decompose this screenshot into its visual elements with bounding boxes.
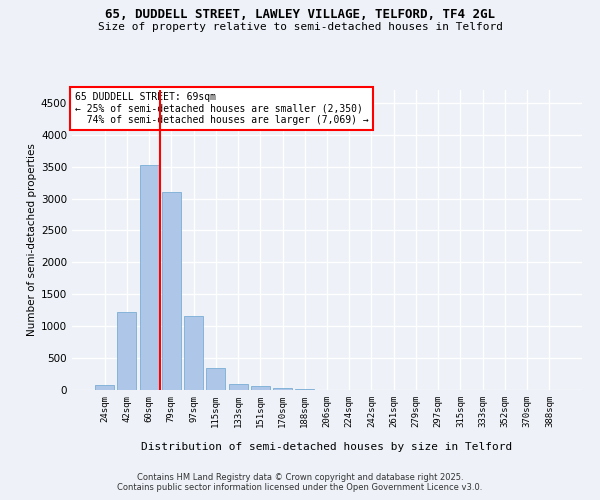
Text: 65, DUDDELL STREET, LAWLEY VILLAGE, TELFORD, TF4 2GL: 65, DUDDELL STREET, LAWLEY VILLAGE, TELF…: [105, 8, 495, 20]
Y-axis label: Number of semi-detached properties: Number of semi-detached properties: [27, 144, 37, 336]
Bar: [295, 389, 314, 390]
Bar: [251, 386, 270, 390]
Bar: [229, 384, 248, 390]
Text: Size of property relative to semi-detached houses in Telford: Size of property relative to semi-detach…: [97, 22, 503, 32]
Bar: [162, 192, 181, 390]
Bar: [273, 388, 292, 390]
Text: Contains public sector information licensed under the Open Government Licence v3: Contains public sector information licen…: [118, 482, 482, 492]
Text: Distribution of semi-detached houses by size in Telford: Distribution of semi-detached houses by …: [142, 442, 512, 452]
Bar: [206, 368, 225, 390]
Bar: [95, 385, 114, 390]
Bar: [140, 166, 158, 390]
Bar: [118, 312, 136, 390]
Text: Contains HM Land Registry data © Crown copyright and database right 2025.: Contains HM Land Registry data © Crown c…: [137, 472, 463, 482]
Text: 65 DUDDELL STREET: 69sqm
← 25% of semi-detached houses are smaller (2,350)
  74%: 65 DUDDELL STREET: 69sqm ← 25% of semi-d…: [74, 92, 368, 124]
Bar: [184, 316, 203, 390]
